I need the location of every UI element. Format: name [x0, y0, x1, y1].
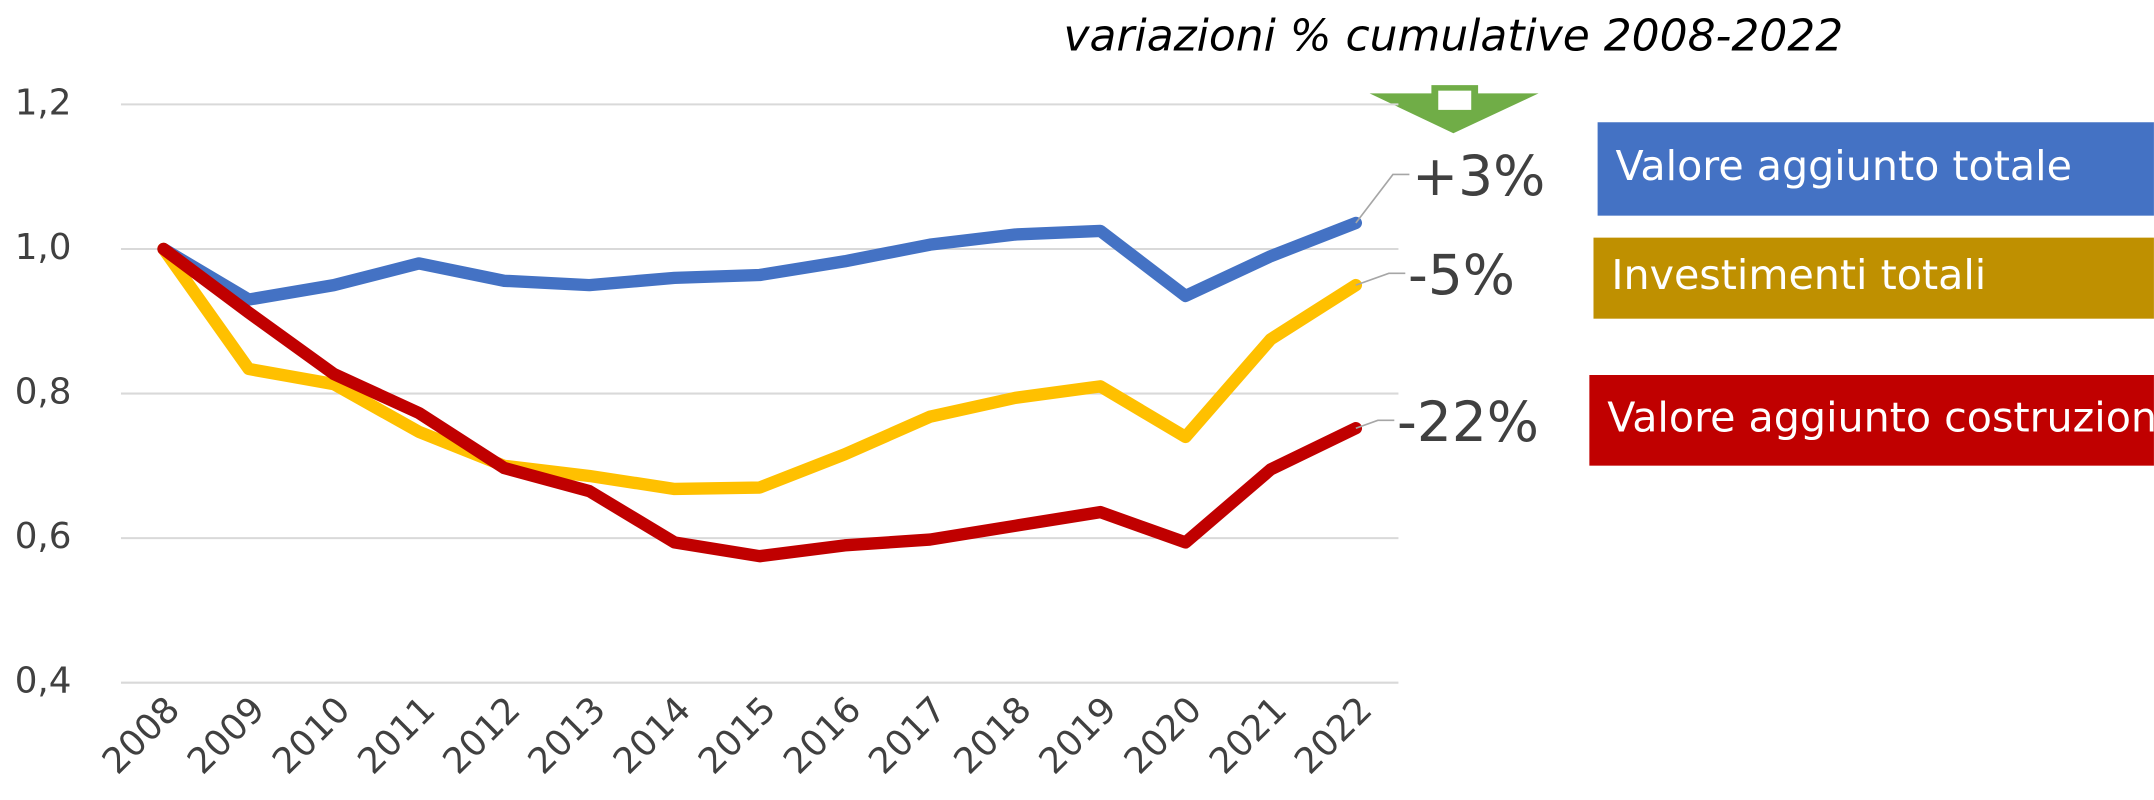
arrow-notch: [1438, 90, 1472, 110]
y-tick-label: 0,6: [15, 516, 72, 557]
x-tick-label: 2013: [521, 689, 614, 782]
y-tick-label: 0,4: [15, 661, 72, 702]
end-label: -5%: [1408, 243, 1515, 307]
legend-box: [1589, 374, 2154, 466]
x-tick-label: 2012: [435, 689, 528, 782]
x-tick-label: 2014: [606, 689, 699, 782]
end-label: +3%: [1412, 144, 1545, 208]
x-tick-label: 2020: [1117, 689, 1210, 782]
leader-line: [1355, 173, 1410, 224]
legend-label: Valore aggiunto costruzioni: [1607, 393, 2154, 441]
legend-label: Investimenti totali: [1611, 251, 1986, 299]
end-label: -22%: [1397, 390, 1539, 454]
x-tick-label: 2019: [1032, 689, 1125, 782]
y-tick-label: 0,8: [15, 372, 72, 413]
series-line: [157, 216, 1363, 306]
series-line: [157, 242, 1363, 496]
chart-title: variazioni % cumulative 2008-2022: [1064, 10, 1844, 61]
x-tick-label: 2011: [350, 689, 443, 782]
y-tick-label: 1,2: [15, 82, 72, 123]
x-tick-label: 2009: [180, 689, 273, 782]
leader-line: [1355, 419, 1395, 430]
x-tick-label: 2018: [946, 689, 1039, 782]
leader-line: [1355, 272, 1406, 286]
y-tick-label: 1,0: [15, 227, 72, 268]
x-tick-label: 2017: [861, 689, 954, 782]
series-line: [157, 242, 1363, 563]
x-tick-label: 2008: [95, 689, 188, 782]
x-tick-label: 2022: [1287, 689, 1380, 782]
x-tick-label: 2021: [1202, 689, 1295, 782]
x-tick-label: 2016: [776, 689, 869, 782]
x-tick-label: 2010: [265, 689, 358, 782]
legend-box: [1593, 237, 2154, 319]
legend-label: Valore aggiunto totale: [1615, 142, 2071, 190]
x-tick-label: 2015: [691, 689, 784, 782]
legend-box: [1597, 122, 2154, 216]
